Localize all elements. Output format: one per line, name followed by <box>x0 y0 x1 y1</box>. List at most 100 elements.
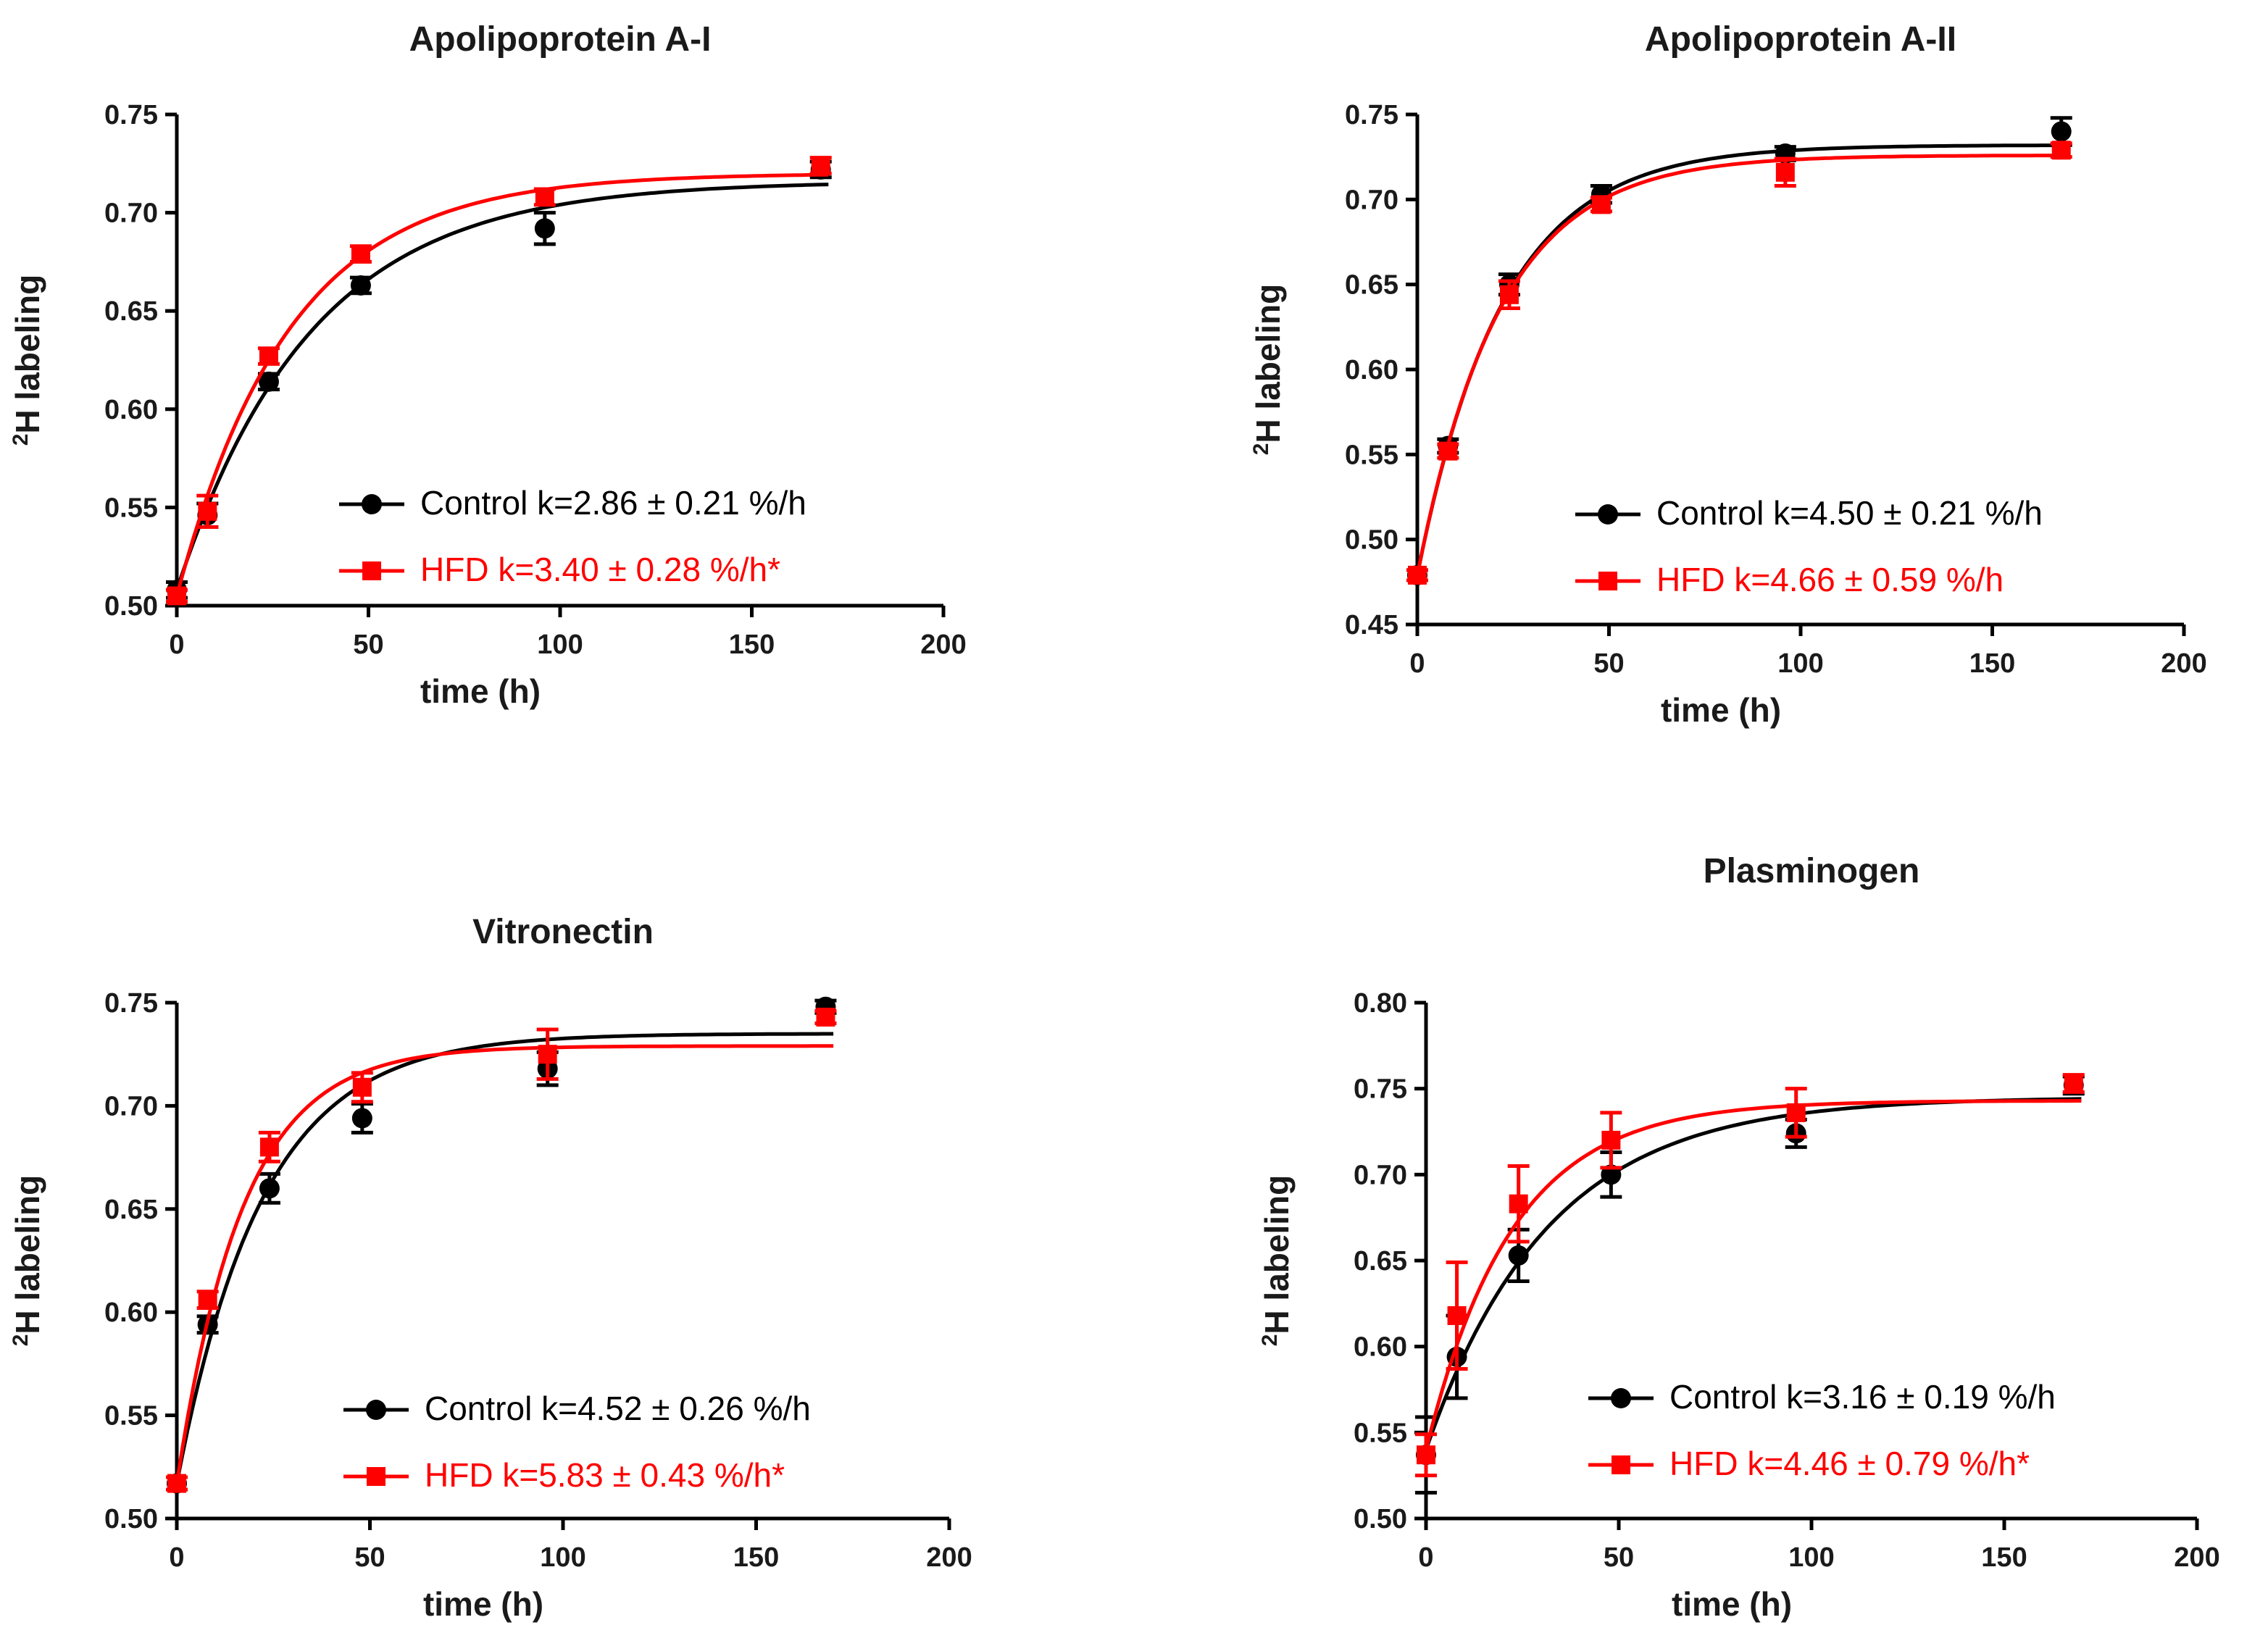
y-tick-label: 0.70 <box>1345 185 1398 215</box>
fit-curve-control <box>175 183 829 591</box>
y-tick-label: 0.65 <box>1345 270 1398 301</box>
fit-curve-hfd <box>1424 1099 2082 1450</box>
legend-label: Control k=2.86 ± 0.21 %/h <box>420 484 806 522</box>
x-tick-label: 200 <box>2161 648 2206 679</box>
data-point-hfd <box>1509 1194 1528 1213</box>
fit-curve-control <box>175 1032 834 1484</box>
legend-rate: k=3.16 ± 0.19 %/h <box>1786 1378 2056 1416</box>
data-point-control <box>1508 1245 1529 1266</box>
y-tick-label: 0.75 <box>1354 1074 1407 1105</box>
fit-curve-hfd <box>175 172 829 597</box>
data-point-hfd <box>1438 441 1458 461</box>
legend-rate: k=4.52 ± 0.26 %/h <box>541 1390 811 1427</box>
data-point-hfd <box>1408 565 1427 585</box>
data-point-hfd <box>167 1474 186 1493</box>
y-tick-label: 0.45 <box>1345 610 1398 640</box>
data-point-control <box>351 1108 372 1129</box>
data-point-hfd <box>2051 141 2071 160</box>
data-point-hfd <box>1775 162 1795 182</box>
y-tick-label: 0.50 <box>104 1504 158 1534</box>
y-tick-label: 0.60 <box>104 1298 158 1328</box>
data-point-hfd <box>1417 1445 1435 1465</box>
y-tick-label: 0.70 <box>104 199 158 229</box>
legend-series-name: Control <box>1656 494 1773 532</box>
y-axis-label-superscript: 2 <box>9 434 33 446</box>
x-tick-label: 200 <box>2174 1542 2219 1573</box>
legend-label: HFD k=4.46 ± 0.79 %/h* <box>1669 1445 2030 1482</box>
y-axis-label-text: H labeling <box>1249 284 1287 443</box>
data-point-control <box>350 275 371 296</box>
data-point-control <box>2051 121 2072 142</box>
y-tick-label: 0.55 <box>1345 440 1398 470</box>
x-tick-label: 100 <box>537 630 583 660</box>
legend-marker <box>366 1400 386 1420</box>
legend-rate: k=4.66 ± 0.59 %/h <box>1734 561 2004 598</box>
y-tick-label: 0.60 <box>104 395 158 425</box>
fit-curve-hfd <box>175 1044 834 1484</box>
x-tick-label: 0 <box>169 1542 184 1573</box>
data-point-hfd <box>198 501 217 521</box>
x-tick-label: 200 <box>926 1542 972 1573</box>
y-tick-label: 0.55 <box>1354 1418 1407 1448</box>
legend-rate: k=2.86 ± 0.21 %/h <box>537 484 806 522</box>
x-axis-label: time (h) <box>423 1585 543 1623</box>
y-axis-label-text: H labeling <box>9 275 46 434</box>
y-axis-label-text: H labeling <box>9 1175 46 1334</box>
chart-panel: Apolipoprotein A-I 0 50 100 150 200 0.50 0.55 0.… <box>9 20 967 710</box>
data-point-hfd <box>538 1045 557 1064</box>
x-tick-label: 150 <box>1969 648 2015 679</box>
data-point-hfd <box>1591 195 1611 214</box>
x-axis-label: time (h) <box>1661 691 1781 729</box>
legend-label: Control k=4.52 ± 0.26 %/h <box>425 1390 811 1427</box>
legend-marker <box>1612 1455 1630 1474</box>
data-point-hfd <box>2064 1074 2083 1093</box>
y-axis-label: 2H labeling <box>9 1175 46 1347</box>
legend-marker <box>1598 504 1618 525</box>
data-point-control <box>258 371 279 392</box>
legend-series-name: HFD <box>425 1456 502 1494</box>
data-point-hfd <box>1499 285 1519 304</box>
legend-label: HFD k=3.40 ± 0.28 %/h* <box>420 551 780 588</box>
y-tick-label: 0.65 <box>1354 1246 1407 1277</box>
y-tick-label: 0.75 <box>104 988 158 1019</box>
legend-series-name: HFD <box>1656 561 1734 598</box>
y-tick-label: 0.70 <box>104 1091 158 1121</box>
chart-panel: Plasminogen 0 50 100 150 200 0.50 0.55 0.60 0.65 0… <box>1258 852 2220 1623</box>
y-axis-label-superscript: 2 <box>9 1334 33 1347</box>
y-tick-label: 0.55 <box>104 493 158 523</box>
legend-label: HFD k=4.66 ± 0.59 %/h <box>1656 561 2004 598</box>
y-tick-label: 0.75 <box>1345 100 1398 130</box>
chart-title: Plasminogen <box>1704 852 1920 890</box>
x-tick-label: 50 <box>353 630 383 660</box>
legend-marker <box>362 494 382 514</box>
data-point-control <box>259 1178 280 1199</box>
legend-label: Control k=4.50 ± 0.21 %/h <box>1656 494 2043 532</box>
x-tick-label: 200 <box>920 630 966 660</box>
x-tick-label: 0 <box>1409 648 1425 679</box>
chart-panel: Apolipoprotein A-II 0 50 100 150 200 0.45 0.50 0… <box>1249 20 2207 729</box>
data-point-control <box>534 218 555 239</box>
chart-title: Vitronectin <box>472 913 654 951</box>
x-tick-label: 150 <box>733 1542 779 1573</box>
x-tick-label: 50 <box>1604 1542 1634 1573</box>
legend-marker <box>1611 1388 1631 1408</box>
legend-marker <box>362 561 381 580</box>
data-point-hfd <box>1601 1130 1621 1150</box>
legend-rate: k=4.46 ± 0.79 %/h* <box>1747 1445 2030 1482</box>
legend-rate: k=5.83 ± 0.43 %/h* <box>502 1456 785 1494</box>
data-point-hfd <box>351 244 370 264</box>
x-tick-label: 50 <box>1593 648 1624 679</box>
legend-series-name: Control <box>425 1390 541 1427</box>
data-point-hfd <box>816 1007 835 1027</box>
legend-label: HFD k=5.83 ± 0.43 %/h* <box>425 1456 785 1494</box>
y-axis-label-text: H labeling <box>1258 1175 1296 1334</box>
x-tick-label: 150 <box>1981 1542 2027 1573</box>
x-axis-label: time (h) <box>1672 1585 1792 1623</box>
x-tick-label: 0 <box>1418 1542 1433 1573</box>
y-axis-label: 2H labeling <box>1258 1175 1296 1347</box>
y-tick-label: 0.70 <box>1354 1160 1407 1190</box>
y-tick-label: 0.55 <box>104 1401 158 1432</box>
y-tick-label: 0.50 <box>104 591 158 622</box>
data-point-hfd <box>1786 1103 1806 1122</box>
x-tick-label: 50 <box>354 1542 385 1573</box>
